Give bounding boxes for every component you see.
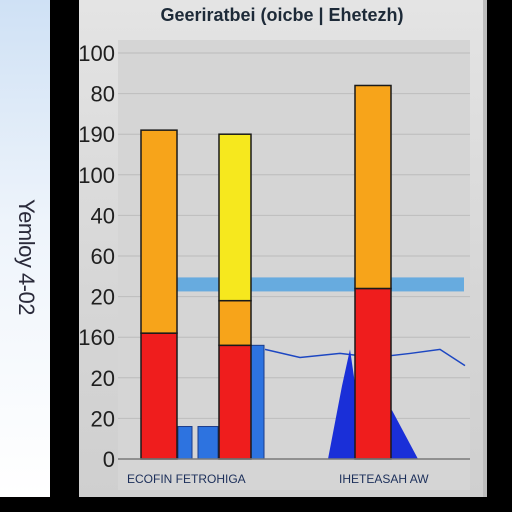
small-bar — [249, 344, 265, 460]
bar-segment — [218, 133, 252, 302]
bar-segment — [218, 299, 252, 347]
small-bar — [197, 426, 219, 460]
y-tick-label: 160 — [78, 325, 115, 350]
y-tick-label: 100 — [78, 41, 115, 66]
y-tick-label: 20 — [91, 406, 115, 431]
y-tick-label: 80 — [91, 82, 115, 107]
chart-title: Geeriratbei (oicbe | Ehetezh) — [160, 5, 404, 25]
y-tick-label: 190 — [78, 122, 115, 147]
bar-segment — [354, 287, 392, 460]
bottom-bar — [0, 497, 512, 512]
y-tick-label: 40 — [91, 203, 115, 228]
bar-segment — [354, 84, 392, 290]
y-tick-label: 0 — [103, 447, 115, 472]
left-strip — [0, 0, 50, 497]
bar-segment — [140, 129, 178, 334]
small-bar — [177, 426, 193, 460]
bar-segment — [218, 344, 252, 460]
peak-area — [328, 349, 418, 459]
y-tick-label: 20 — [91, 285, 115, 310]
x-label-right: IHETEASAH AW — [339, 472, 429, 486]
y-tick-label: 60 — [91, 244, 115, 269]
y-tick-label: 100 — [78, 163, 115, 188]
y-tick-label: 20 — [91, 366, 115, 391]
x-label-left: ECOFIN FETROHIGA — [127, 472, 246, 486]
bar-segment — [140, 332, 178, 460]
